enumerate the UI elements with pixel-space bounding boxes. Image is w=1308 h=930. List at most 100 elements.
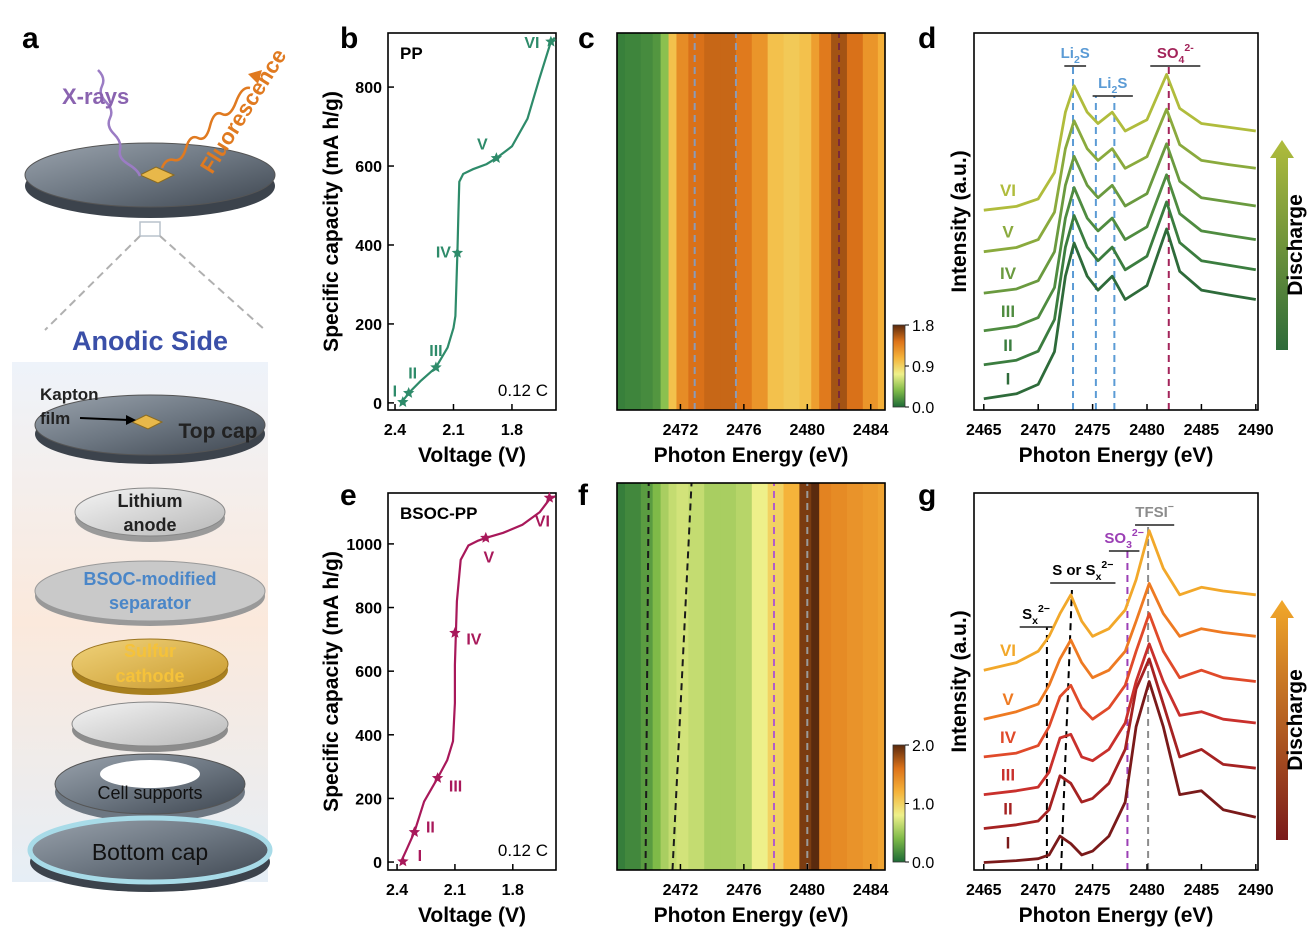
heatmap-cell — [617, 483, 626, 870]
heatmap-cell — [652, 33, 662, 410]
annotation-text: 2− — [1132, 527, 1144, 539]
x-tick-label: 2.1 — [444, 882, 466, 899]
heatmap-cell — [668, 33, 678, 410]
annotation-text: 2- — [1184, 42, 1194, 54]
spacer — [71, 701, 229, 747]
heatmap-cell — [799, 483, 812, 870]
anode-label: Lithium — [118, 491, 183, 511]
y-tick-label: 400 — [355, 238, 382, 255]
series-label: I — [1006, 833, 1011, 852]
annotation-text: 3 — [1126, 539, 1132, 551]
support-hole — [100, 760, 200, 788]
series-label: V — [1002, 223, 1014, 242]
lithium-anode — [74, 487, 226, 537]
kapton-label: Kapton — [40, 385, 99, 404]
heatmap-cell — [877, 483, 886, 870]
arrow-head — [248, 70, 262, 84]
cathode-label: cathode — [115, 666, 184, 686]
colorbar — [892, 324, 906, 408]
annotation-text: S — [1117, 75, 1127, 92]
xray-wave — [97, 69, 142, 177]
panel-label: c — [578, 22, 595, 55]
spectrum — [983, 529, 1256, 672]
colorbar-label: 1.8 — [912, 318, 934, 335]
heatmap-cell — [660, 483, 670, 870]
annotation-text: 2 — [1111, 84, 1117, 96]
heatmap-cell — [660, 33, 670, 410]
point-label: IV — [436, 244, 451, 261]
heatmap-cell — [783, 483, 800, 870]
point-label: V — [483, 549, 494, 566]
annotation-text: 2− — [1038, 603, 1050, 615]
x-tick-label: 2490 — [1238, 882, 1274, 899]
colorbar-label: 0.0 — [912, 855, 934, 872]
x-tick-label: 2485 — [1184, 882, 1220, 899]
annotation-label: S or Sx2− — [1052, 559, 1113, 583]
spectrum — [983, 200, 1257, 367]
annotation-label: Li2S — [1098, 75, 1127, 96]
heatmap-cell — [877, 33, 886, 410]
annotation-label: SO42- — [1157, 42, 1194, 66]
y-axis-title: Intensity (a.u.) — [948, 610, 971, 752]
spectrum — [983, 107, 1256, 254]
annotation-text: S — [1022, 606, 1032, 623]
spectrum — [983, 612, 1256, 759]
heatmap-cell — [862, 33, 879, 410]
annotation-label: Sx2− — [1022, 603, 1050, 627]
annotation-text: x — [1096, 571, 1102, 583]
side-title: Anodic Side — [72, 326, 228, 356]
point-label: VI — [524, 35, 539, 52]
side-label: Discharge — [1284, 194, 1307, 296]
guide-line — [1060, 589, 1073, 871]
series-label: II — [1003, 800, 1012, 819]
heatmap-cell — [640, 33, 654, 410]
heatmap-cell — [811, 483, 820, 870]
y-tick-label: 0 — [373, 855, 382, 872]
arrow-head — [126, 415, 136, 425]
series-label: IV — [1000, 264, 1017, 283]
colorbar-label: 0.9 — [912, 359, 934, 376]
heatmap-cell — [624, 483, 642, 870]
x-tick-label: 2484 — [853, 422, 889, 439]
plot-frame — [973, 492, 1259, 871]
annotation-label: SO32− — [1104, 527, 1144, 551]
panel-label: a — [22, 22, 39, 55]
heatmap-cell — [735, 483, 753, 870]
series-label: III — [1001, 766, 1015, 785]
heatmap-cell — [767, 33, 785, 410]
point-marker — [490, 152, 503, 163]
plot-frame — [616, 482, 886, 871]
heatmap-cell — [767, 483, 785, 870]
x-tick-label: 2465 — [966, 422, 1002, 439]
y-axis-title: Intensity (a.u.) — [948, 150, 971, 292]
panel-label: g — [918, 479, 936, 512]
panel-label: e — [340, 479, 357, 512]
heatmap-cell — [751, 483, 769, 870]
bottom-cap — [27, 815, 273, 885]
heatmap-cell — [652, 483, 662, 870]
separator-label: BSOC-modified — [84, 569, 217, 589]
series-label: IV — [1000, 728, 1017, 747]
x-tick-label: 2475 — [1075, 882, 1111, 899]
heatmap-cell — [799, 33, 812, 410]
annotation-text: Li — [1098, 75, 1111, 92]
spectrum — [983, 142, 1257, 295]
series-label: I — [1006, 370, 1011, 389]
x-tick-label: 2470 — [1020, 882, 1056, 899]
heatmap-cell — [668, 483, 678, 870]
sulfur-cathode — [71, 638, 229, 690]
series-label: V — [1002, 690, 1014, 709]
colorbar-label: 1.0 — [912, 797, 934, 814]
point-label: IV — [466, 631, 481, 648]
x-axis-title: Voltage (V) — [418, 904, 526, 927]
annotation-text: 2− — [1101, 559, 1113, 571]
heatmap-cell — [831, 483, 848, 870]
annotation-label: TFSI− — [1135, 501, 1174, 521]
x-tick-label: 2.4 — [386, 882, 408, 899]
y-tick-label: 1000 — [346, 537, 382, 554]
colorbar — [892, 744, 906, 863]
heatmap-cell — [783, 33, 800, 410]
annotation-text: SO — [1157, 45, 1179, 62]
